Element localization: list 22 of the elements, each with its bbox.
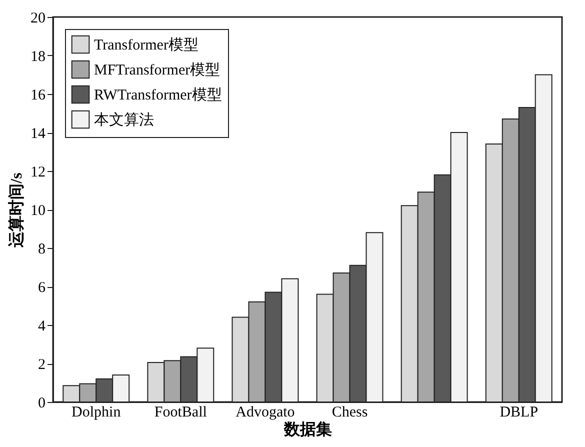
x-axis-title: 数据集: [283, 420, 332, 438]
y-tick-label: 18: [30, 49, 46, 65]
legend-label: Transformer模型: [94, 36, 198, 54]
y-tick-label: 20: [30, 10, 46, 26]
y-tick-label: 2: [38, 357, 46, 373]
y-tick-label: 4: [38, 318, 46, 334]
x-tick-label: Advogato: [236, 404, 295, 420]
x-tick-label: Chess: [332, 404, 368, 420]
legend-label: MFTransformer模型: [94, 62, 220, 78]
y-axis-title: 运算时间/s: [8, 172, 26, 248]
x-tick-label: DBLP: [500, 404, 538, 420]
legend-label: RWTransformer模型: [94, 86, 222, 104]
y-tick-label: 8: [38, 242, 46, 258]
y-tick-label: 6: [38, 280, 46, 296]
y-tick-label: 12: [30, 164, 46, 180]
y-tick-label: 10: [30, 203, 46, 219]
x-tick-label: FootBall: [154, 404, 207, 420]
legend-label: 本文算法: [94, 112, 154, 128]
y-tick-label: 16: [30, 88, 46, 104]
x-tick-label: Dolphin: [72, 404, 122, 420]
y-tick-label: 0: [38, 396, 46, 412]
y-tick-label: 14: [30, 126, 46, 142]
